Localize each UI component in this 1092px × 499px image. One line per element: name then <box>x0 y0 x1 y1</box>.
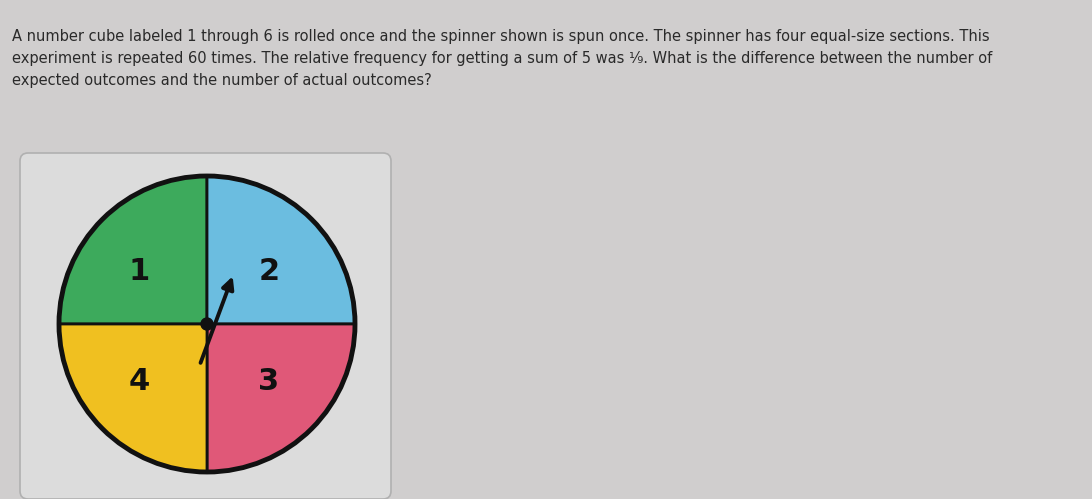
Circle shape <box>201 318 213 330</box>
Wedge shape <box>59 324 207 472</box>
Wedge shape <box>207 324 355 472</box>
Text: 3: 3 <box>259 367 280 397</box>
Text: expected outcomes and the number of actual outcomes?: expected outcomes and the number of actu… <box>12 73 431 88</box>
Wedge shape <box>59 176 207 324</box>
Text: experiment is repeated 60 times. The relative frequency for getting a sum of 5 w: experiment is repeated 60 times. The rel… <box>12 51 993 66</box>
Wedge shape <box>207 176 355 324</box>
Text: A number cube labeled 1 through 6 is rolled once and the spinner shown is spun o: A number cube labeled 1 through 6 is rol… <box>12 29 989 44</box>
Text: 4: 4 <box>129 367 150 397</box>
Text: 1: 1 <box>129 257 150 286</box>
Text: 2: 2 <box>259 257 280 286</box>
FancyBboxPatch shape <box>20 153 391 499</box>
